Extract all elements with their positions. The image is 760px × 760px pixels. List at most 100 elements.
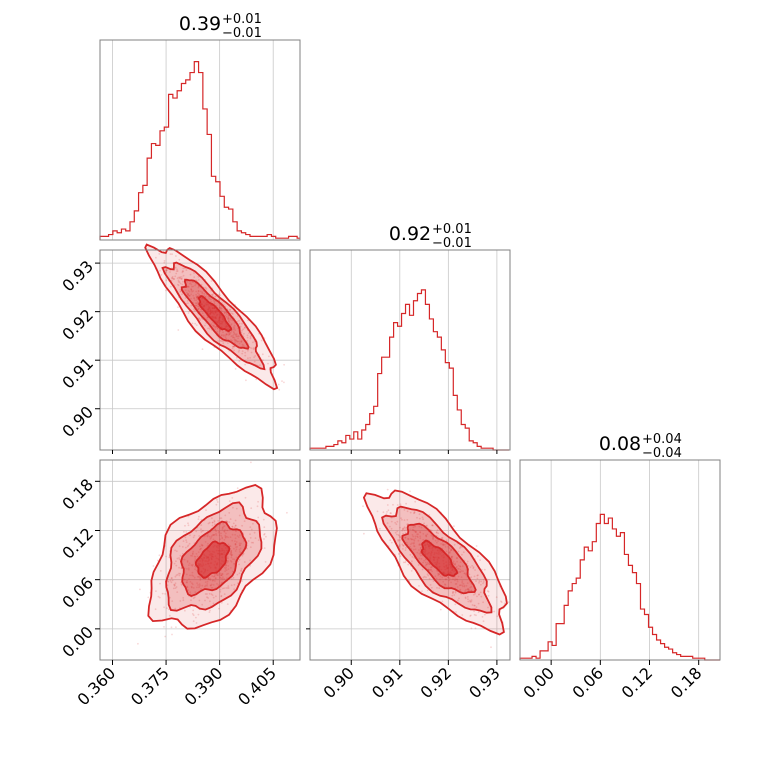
sample-point — [217, 584, 220, 587]
sample-point — [230, 554, 233, 557]
sample-point — [210, 584, 212, 587]
sample-point — [184, 536, 187, 539]
sample-point — [195, 569, 198, 572]
sample-point — [231, 497, 234, 499]
sample-point — [204, 286, 207, 289]
sample-point — [216, 327, 219, 330]
sample-point — [470, 627, 473, 630]
sample-point — [174, 587, 177, 589]
sample-point — [233, 588, 236, 590]
sample-point — [238, 319, 240, 322]
sample-point — [225, 337, 228, 340]
sample-point — [244, 496, 247, 499]
sample-point — [452, 591, 454, 594]
sample-point — [405, 528, 407, 531]
sample-point — [474, 627, 477, 630]
sample-point — [171, 633, 173, 636]
sample-point — [188, 568, 190, 571]
sample-point — [249, 357, 252, 359]
sample-point — [249, 564, 252, 567]
sample-point — [211, 521, 214, 524]
sample-point — [416, 551, 419, 554]
sample-point — [194, 283, 197, 285]
sample-point — [171, 600, 174, 602]
sample-point — [244, 354, 247, 357]
sample-point — [165, 555, 168, 558]
sample-point — [178, 545, 181, 548]
sample-point — [179, 282, 182, 285]
sample-point — [223, 530, 226, 532]
param-1-median: 0.39 — [179, 13, 221, 35]
sample-point — [198, 586, 200, 589]
sample-point — [177, 276, 180, 279]
histogram-param-3: 0.08 +0.04 −0.04 — [519, 432, 721, 661]
panel-1-2-contours — [144, 243, 279, 391]
sample-point — [244, 326, 246, 329]
sample-point — [170, 626, 173, 629]
sample-point — [409, 490, 411, 493]
sample-point — [228, 500, 231, 502]
sample-point — [178, 276, 181, 279]
sample-point — [163, 606, 166, 609]
sample-point — [173, 584, 176, 586]
sample-point — [247, 540, 250, 542]
sample-point — [457, 568, 459, 570]
sample-point — [217, 298, 220, 301]
sample-point — [214, 326, 217, 329]
sample-point — [187, 289, 190, 292]
sample-point — [277, 383, 280, 386]
sample-point — [201, 312, 204, 315]
sample-point — [241, 322, 243, 325]
sample-point — [166, 607, 168, 609]
sample-point — [201, 348, 204, 350]
sample-point — [190, 297, 193, 300]
sample-point — [197, 575, 200, 578]
sample-point — [187, 589, 190, 592]
sample-point — [189, 273, 192, 276]
sample-point — [239, 325, 242, 328]
sample-point — [225, 532, 227, 535]
sample-point — [197, 308, 200, 310]
sample-point — [196, 295, 199, 298]
sample-point — [205, 318, 208, 321]
sample-point — [171, 579, 174, 582]
sample-point — [215, 530, 218, 533]
sample-point — [192, 294, 195, 297]
sample-point — [171, 577, 173, 579]
sample-point — [238, 322, 241, 325]
sample-point — [175, 560, 177, 563]
sample-point — [197, 308, 200, 311]
sample-point — [191, 586, 193, 589]
sample-point — [227, 331, 230, 334]
sample-point — [191, 555, 194, 557]
sample-point — [139, 588, 141, 591]
sample-point — [186, 586, 189, 589]
sample-point — [233, 558, 236, 561]
sample-point — [409, 511, 412, 514]
sample-point — [253, 356, 256, 359]
sample-point — [174, 275, 177, 278]
sample-point — [200, 547, 203, 550]
sample-point — [231, 525, 234, 528]
sample-point — [238, 340, 240, 343]
sample-point — [208, 535, 211, 538]
sample-point — [197, 551, 200, 553]
sample-point — [218, 607, 220, 610]
sample-point — [198, 307, 201, 309]
sample-point — [232, 345, 235, 348]
sample-point — [186, 293, 189, 296]
sample-point — [241, 352, 244, 355]
sample-point — [257, 539, 260, 541]
sample-point — [186, 568, 188, 570]
sample-point — [235, 530, 237, 533]
sample-point — [206, 534, 209, 537]
sample-point — [245, 379, 247, 382]
sample-point — [178, 258, 181, 261]
sample-point — [212, 325, 215, 328]
sample-point — [182, 274, 185, 277]
sample-point — [175, 272, 178, 275]
sample-point — [205, 534, 207, 537]
sample-point — [226, 520, 229, 523]
sample-point — [243, 332, 245, 335]
sample-point — [225, 535, 228, 538]
